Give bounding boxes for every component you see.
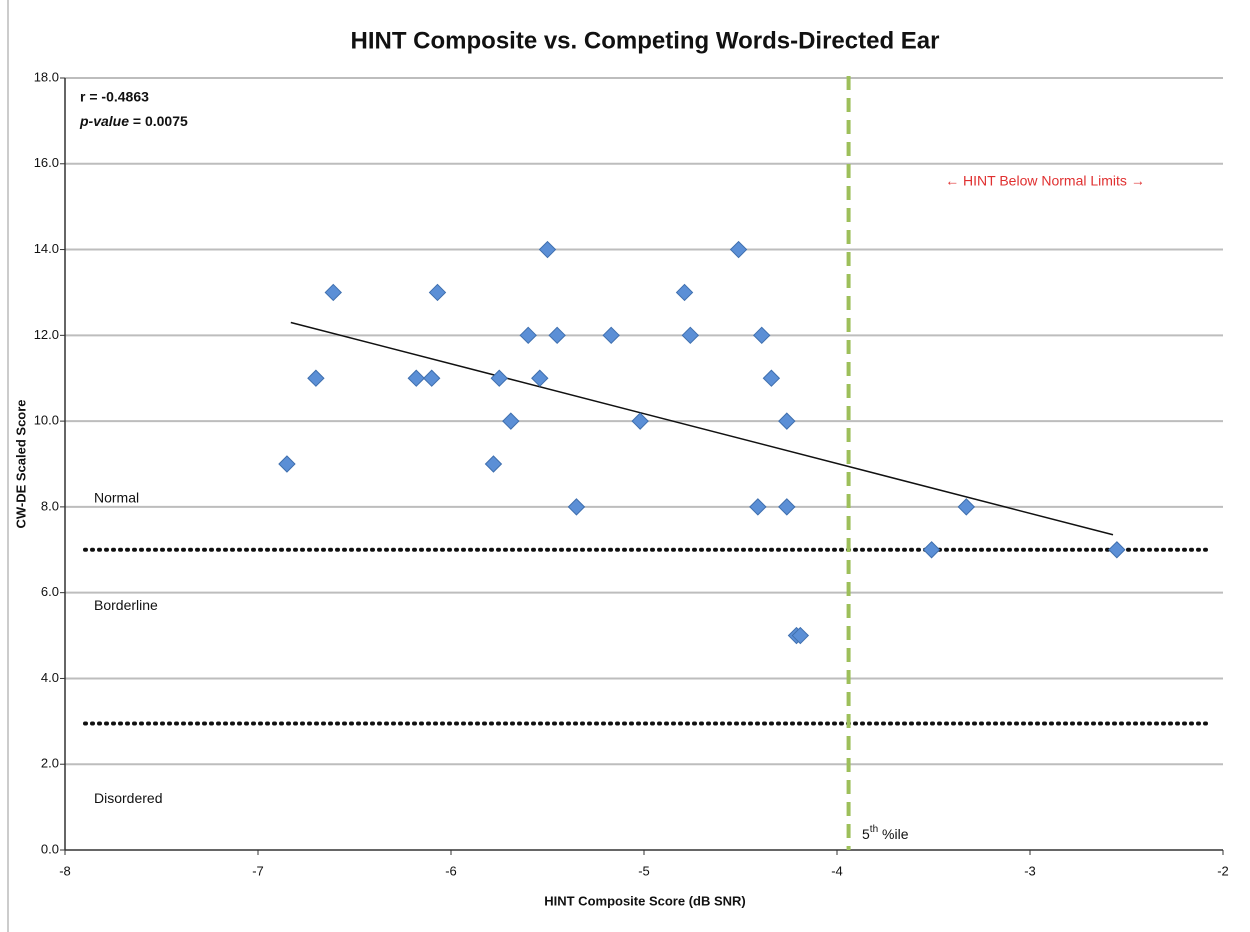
point (531, 369, 549, 387)
point (1108, 541, 1126, 559)
point (675, 283, 694, 302)
zone-label: Normal (94, 490, 139, 506)
x-tick-label: -7 (252, 863, 264, 878)
zone-label: Borderline (94, 597, 158, 613)
point (922, 541, 941, 559)
x-tick-label: -4 (831, 863, 843, 878)
percentile-label: 5th %ile (862, 824, 909, 842)
point (278, 455, 296, 473)
p-name: p-value (79, 113, 129, 129)
point (957, 498, 976, 516)
point (422, 369, 441, 387)
y-tick-label: 12.0 (34, 327, 59, 342)
x-tick-label: -8 (59, 863, 71, 878)
r-stat: r = -0.4863 (80, 89, 149, 105)
point (324, 283, 342, 302)
point (307, 369, 325, 387)
x-tick-label: -2 (1217, 863, 1229, 878)
y-tick-label: 6.0 (41, 584, 59, 599)
point (502, 412, 520, 430)
point (753, 326, 771, 345)
y-tick-label: 8.0 (41, 498, 59, 513)
point (428, 283, 447, 302)
point (407, 369, 425, 387)
p-stat: p-value = 0.0075 (79, 113, 188, 129)
x-tick-label: -3 (1024, 863, 1036, 878)
x-tick-label: -6 (445, 863, 457, 878)
point (484, 455, 503, 473)
y-tick-label: 0.0 (41, 841, 59, 856)
point (631, 412, 649, 430)
y-tick-label: 2.0 (41, 756, 59, 771)
point (778, 412, 796, 430)
point (762, 369, 781, 387)
point (567, 498, 586, 516)
point (681, 326, 700, 345)
point (519, 326, 537, 345)
point (548, 326, 566, 345)
y-tick-label: 14.0 (34, 241, 59, 256)
point (490, 369, 508, 387)
x-axis-label: HINT Composite Score (dB SNR) (544, 893, 746, 908)
p-rest: = 0.0075 (129, 113, 188, 129)
point (778, 498, 796, 516)
zone-label: Disordered (94, 790, 162, 806)
point (791, 626, 810, 645)
percentile-sup: th (870, 824, 878, 835)
trendline (290, 321, 1114, 536)
y-tick-label: 18.0 (34, 69, 59, 84)
y-tick-label: 16.0 (34, 155, 59, 170)
y-tick-label: 4.0 (41, 670, 59, 685)
y-axis-label: CW-DE Scaled Score (13, 399, 28, 528)
percentile-num: 5 (862, 826, 870, 842)
point (538, 240, 557, 259)
chart-title: HINT Composite vs. Competing Words-Direc… (351, 27, 940, 54)
range-note: ← HINT Below Normal Limits → (945, 172, 1145, 188)
y-tick-label: 10.0 (34, 413, 59, 428)
point (602, 326, 620, 345)
x-tick-label: -5 (638, 863, 650, 878)
percentile-rest: %ile (878, 826, 909, 842)
point (729, 240, 748, 259)
point (749, 498, 767, 516)
